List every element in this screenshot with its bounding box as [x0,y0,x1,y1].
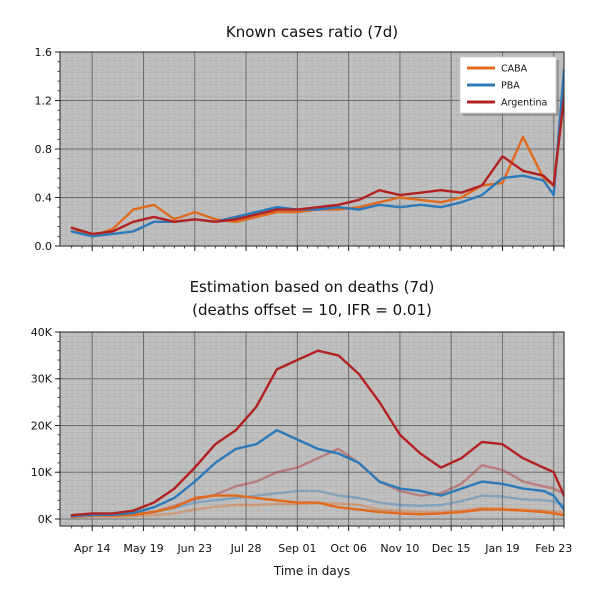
y-tick-label: 40K [31,326,53,339]
chart-1-title: Known cases ratio (7d) [226,23,398,41]
chart-2-title: Estimation based on deaths (7d) [190,278,435,296]
x-tick-label: Jun 23 [176,542,212,555]
y-tick-label: 10K [31,466,53,479]
y-tick-label: 1.2 [35,95,53,108]
y-tick-label: 1.6 [35,46,53,59]
chart-1-legend: CABA PBA Argentina [459,56,559,116]
series-line-pba [70,68,564,238]
x-tick-label: Jul 28 [230,542,262,555]
y-tick-label: 0.8 [35,143,53,156]
series-line-pba [70,429,564,518]
x-tick-label: Nov 10 [380,542,419,555]
x-tick-label: Oct 06 [330,542,367,555]
chart-2-y-axis: 0K 10K 20K 30K 40K [31,326,60,526]
x-tick-label: May 19 [123,542,163,555]
y-tick-label: 0.4 [35,192,53,205]
x-tick-label: Apr 14 [74,542,111,555]
chart-1-x-axis [71,246,565,251]
chart-2-subtitle: (deaths offset = 10, IFR = 0.01) [192,301,432,319]
x-tick-label: Jan 19 [484,542,519,555]
chart-2-series [70,349,564,519]
chart-2-x-axis: Apr 14 May 19 Jun 23 Jul 28 Sep 01 Oct 06 Nov … [71,526,572,555]
chart-2-x-axis-label: Time in days [273,564,350,578]
series-line-argentina [70,96,564,236]
x-tick-label: Sep 01 [278,542,316,555]
series-line-caba [70,494,564,518]
series-line-argentina [70,349,564,517]
y-tick-label: 0.0 [35,240,53,253]
legend-label-pba: PBA [501,81,520,92]
y-tick-label: 0K [38,513,53,526]
y-tick-label: 30K [31,373,53,386]
legend-label-argentina: Argentina [501,98,547,109]
y-tick-label: 20K [31,419,53,432]
x-tick-label: Dec 15 [432,542,471,555]
chart-2-frame [59,331,565,527]
chart-1-y-axis: 0.0 0.4 0.8 1.2 1.6 [35,46,60,253]
chart-1-series [70,68,564,238]
legend-label-caba: CABA [501,64,528,75]
x-tick-label: Feb 23 [535,542,572,555]
